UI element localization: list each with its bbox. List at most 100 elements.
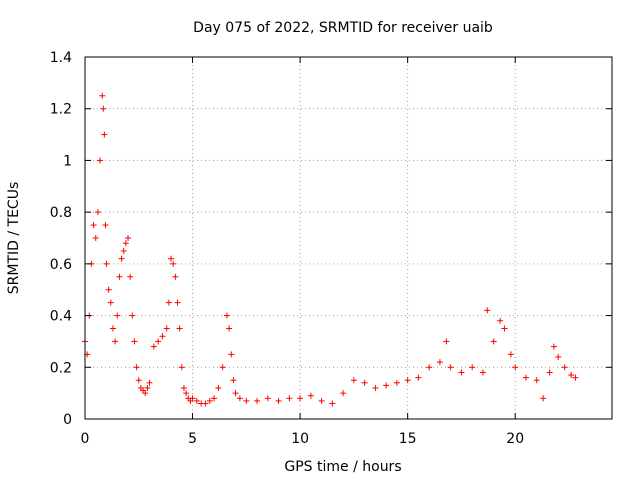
data-point [512, 364, 519, 371]
data-point [159, 333, 166, 340]
data-point [92, 235, 99, 241]
data-point [484, 307, 491, 314]
x-tick-label: 5 [188, 431, 197, 447]
x-tick-label: 20 [506, 431, 524, 447]
data-point [99, 92, 106, 99]
x-tick-label: 10 [291, 431, 309, 447]
data-point [568, 372, 575, 379]
data-point [133, 364, 140, 371]
x-tick-label: 15 [399, 431, 417, 447]
data-point [415, 374, 422, 381]
data-point [189, 395, 196, 402]
data-point [361, 379, 368, 386]
data-point [540, 395, 547, 402]
data-point [150, 343, 157, 350]
y-tick-label: 0 [63, 412, 72, 428]
data-point [100, 105, 107, 112]
data-point [120, 247, 127, 254]
data-point [131, 338, 138, 345]
data-point [340, 390, 347, 397]
data-point [318, 397, 325, 404]
y-tick-label: 1.2 [50, 102, 72, 118]
data-point [103, 260, 110, 267]
data-point [135, 377, 142, 384]
data-point [144, 384, 151, 391]
data-point [146, 379, 153, 386]
data-point [180, 384, 187, 391]
data-point [97, 157, 104, 164]
data-point [236, 395, 243, 402]
data-point [546, 369, 553, 376]
data-point [142, 390, 149, 397]
data-point [372, 384, 379, 391]
data-point [215, 384, 222, 391]
data-point [202, 400, 209, 407]
points-layer [82, 92, 579, 407]
data-point [170, 260, 177, 267]
data-point [176, 325, 183, 332]
data-point [125, 235, 132, 241]
data-point [219, 364, 226, 371]
y-tick-label: 0.2 [50, 360, 72, 376]
data-point [105, 286, 112, 293]
y-axis-label: SRMTID / TECUs [6, 182, 22, 295]
data-point [264, 395, 271, 402]
x-axis-label: GPS time / hours [284, 459, 401, 475]
data-point [109, 325, 116, 332]
data-point [469, 364, 476, 371]
data-point [350, 377, 357, 384]
data-point [254, 397, 261, 404]
data-point [404, 377, 411, 384]
data-point [329, 400, 336, 407]
data-point [393, 379, 400, 386]
data-point [118, 255, 125, 262]
data-point [490, 338, 497, 345]
data-point [555, 353, 562, 360]
data-point [497, 317, 504, 324]
data-point [522, 374, 529, 381]
data-point [94, 209, 101, 216]
y-tick-labels: 0 0.2 0.4 0.6 0.8 1 1.2 1.4 [50, 50, 72, 428]
data-point [193, 397, 200, 404]
plot-frame [84, 56, 613, 420]
data-point [112, 338, 119, 345]
ticks-layer [84, 56, 612, 420]
y-tick-label: 1.4 [50, 50, 72, 66]
data-point [307, 392, 314, 399]
data-point [226, 325, 233, 332]
data-point [174, 299, 181, 306]
data-point [102, 222, 109, 229]
data-point [501, 325, 508, 332]
data-point [243, 397, 250, 404]
data-point [116, 273, 123, 280]
data-point [168, 255, 175, 262]
data-point [550, 343, 557, 350]
chart-title: Day 075 of 2022, SRMTID for receiver uai… [193, 20, 493, 36]
data-point [129, 312, 136, 319]
data-point [211, 395, 218, 402]
data-point [426, 364, 433, 371]
x-tick-labels: 0 5 10 15 20 [81, 431, 525, 447]
data-point [286, 395, 293, 402]
y-tick-label: 1 [63, 153, 72, 169]
data-point [443, 338, 450, 345]
data-point [155, 338, 162, 345]
data-point [561, 364, 568, 371]
data-point [275, 397, 282, 404]
grid-layer [85, 57, 612, 419]
data-point [228, 351, 235, 358]
data-point [383, 382, 390, 389]
y-tick-label: 0.8 [50, 205, 72, 221]
data-point [114, 312, 121, 319]
data-point [122, 240, 129, 247]
y-tick-label: 0.4 [50, 309, 72, 325]
data-point [436, 359, 443, 366]
data-point [90, 222, 97, 229]
data-point [206, 397, 213, 404]
data-point [183, 390, 190, 397]
data-point [533, 377, 540, 384]
data-point [297, 395, 304, 402]
data-point [178, 364, 185, 371]
data-point [572, 374, 579, 381]
